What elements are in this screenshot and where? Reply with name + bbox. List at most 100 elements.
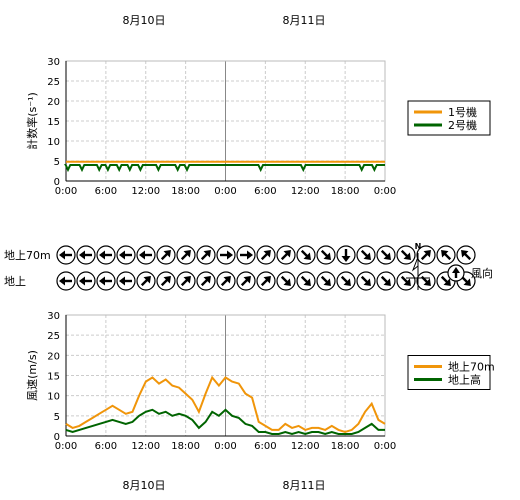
wind-arrow-head xyxy=(403,278,411,286)
wind-arrow-head xyxy=(303,278,311,286)
wind-direction-marker xyxy=(76,245,96,265)
wind-direction-marker xyxy=(236,271,256,291)
x-tick-label: 0:00 xyxy=(214,441,236,452)
wind-arrow-head xyxy=(99,276,105,286)
wind-arrow-icon xyxy=(441,250,452,261)
wind-arrow-head xyxy=(323,252,331,260)
wind-arrow-icon xyxy=(180,276,191,287)
wind-direction-marker xyxy=(76,271,96,291)
wind-direction-marker xyxy=(396,245,416,265)
wind-arrow-head xyxy=(183,276,191,284)
x-tick-label: 0:00 xyxy=(374,441,396,452)
x-tick-label: 0:00 xyxy=(374,186,396,197)
wind-arrow-head xyxy=(283,278,291,286)
x-tick-label: 18:00 xyxy=(331,186,360,197)
wind-arrow-icon xyxy=(360,275,371,286)
wind-arrow-head xyxy=(203,276,211,284)
wind-arrow-icon xyxy=(240,250,253,260)
y-tick-label: 20 xyxy=(47,97,60,108)
wind-arrow-icon xyxy=(180,250,191,261)
wind-direction-marker xyxy=(136,271,156,291)
y-tick-label: 0 xyxy=(54,432,60,443)
wind-arrow-head xyxy=(423,250,431,258)
legend-label-1: 地上70m xyxy=(448,361,495,374)
wind-arrow-head xyxy=(143,276,151,284)
y-tick-label: 0 xyxy=(54,177,60,188)
wind-direction-marker xyxy=(316,271,336,291)
wind-arrow-head xyxy=(443,278,451,286)
wind-direction-marker xyxy=(416,271,436,291)
wind-arrow-head xyxy=(243,276,251,284)
wind-arrow-icon xyxy=(99,276,112,286)
wind-arrow-icon xyxy=(280,275,291,286)
x-tick-label: 0:00 xyxy=(55,186,77,197)
wind-direction-marker xyxy=(116,271,136,291)
compass-icon: N xyxy=(406,242,430,290)
x-tick-label: 18:00 xyxy=(171,441,200,452)
wind-direction-marker xyxy=(196,245,216,265)
wind-direction-marker xyxy=(356,245,376,265)
wind-direction-marker xyxy=(196,271,216,291)
date-label-top-1: 8月10日 xyxy=(123,14,166,27)
wind-arrow-icon xyxy=(380,249,391,260)
wind-direction-marker xyxy=(216,245,236,265)
wind-legend-label: 風向 xyxy=(471,266,493,280)
wind-arrow-icon xyxy=(320,249,331,260)
wind-direction-marker xyxy=(416,245,436,265)
wind-arrow-head xyxy=(341,256,351,262)
wind-arrow-icon xyxy=(260,276,271,287)
wind-arrow-icon xyxy=(220,276,231,287)
wind-arrow-head xyxy=(203,250,211,258)
wind-arrow-head xyxy=(59,250,65,260)
wind-arrow-icon xyxy=(240,276,251,287)
x-tick-label: 12:00 xyxy=(291,186,320,197)
series-line-1 xyxy=(65,375,386,434)
wind-arrow-head xyxy=(79,276,85,286)
wind-arrow-head xyxy=(423,278,431,286)
wind-direction-marker xyxy=(376,245,396,265)
wind-arrow-head xyxy=(343,278,351,286)
wind-legend-head xyxy=(452,267,460,273)
y-tick-label: 25 xyxy=(47,331,60,342)
wind-arrow-icon xyxy=(280,250,291,261)
x-tick-label: 12:00 xyxy=(291,441,320,452)
wind-arrow-head xyxy=(263,276,271,284)
x-tick-label: 6:00 xyxy=(95,186,117,197)
wind-arrow-icon xyxy=(400,275,411,286)
wind-direction-marker xyxy=(336,245,356,265)
x-tick-label: 18:00 xyxy=(331,441,360,452)
wind-arrow-head xyxy=(223,276,231,284)
wind-direction-marker xyxy=(136,245,156,265)
wind-arrow-head xyxy=(461,250,469,258)
wind-arrow-icon xyxy=(99,250,112,260)
wind-arrow-head xyxy=(99,250,105,260)
wind-arrow-icon xyxy=(320,275,331,286)
wind-arrow-head xyxy=(363,252,371,260)
wind-arrow-icon xyxy=(140,276,151,287)
wind-arrow-head xyxy=(263,250,271,258)
x-tick-label: 6:00 xyxy=(254,186,276,197)
x-tick-label: 18:00 xyxy=(171,186,200,197)
wind-arrow-icon xyxy=(300,275,311,286)
wind-arrow-icon xyxy=(380,275,391,286)
wind-arrow-icon xyxy=(340,275,351,286)
x-tick-label: 12:00 xyxy=(131,186,160,197)
wind-direction-marker xyxy=(236,245,256,265)
y-tick-label: 10 xyxy=(47,137,60,148)
wind-arrow-icon xyxy=(160,250,171,261)
x-tick-label: 6:00 xyxy=(254,441,276,452)
y-tick-label: 20 xyxy=(47,351,60,362)
wind-arrow-icon xyxy=(360,249,371,260)
count-rate-chart: 0 5 10 15 20 25 30 0:00 6:00 12:00 18:00 0:00 6:00 12… xyxy=(25,57,491,197)
wind-arrow-head xyxy=(163,276,171,284)
wind-direction-marker xyxy=(176,245,196,265)
wind-direction-marker xyxy=(296,245,316,265)
wind-arrow-icon xyxy=(119,276,132,286)
wind-direction-marker xyxy=(156,245,176,265)
wind-arrow-head xyxy=(383,278,391,286)
y-tick-label: 5 xyxy=(54,157,60,168)
wind-arrow-head xyxy=(463,278,471,286)
wind-arrow-icon xyxy=(59,250,72,260)
wind-row-label-1: 地上70m xyxy=(4,249,51,262)
wind-direction-marker xyxy=(216,271,236,291)
